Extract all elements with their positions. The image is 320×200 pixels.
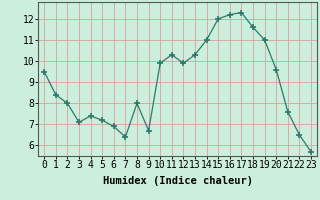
X-axis label: Humidex (Indice chaleur): Humidex (Indice chaleur) xyxy=(103,176,252,186)
